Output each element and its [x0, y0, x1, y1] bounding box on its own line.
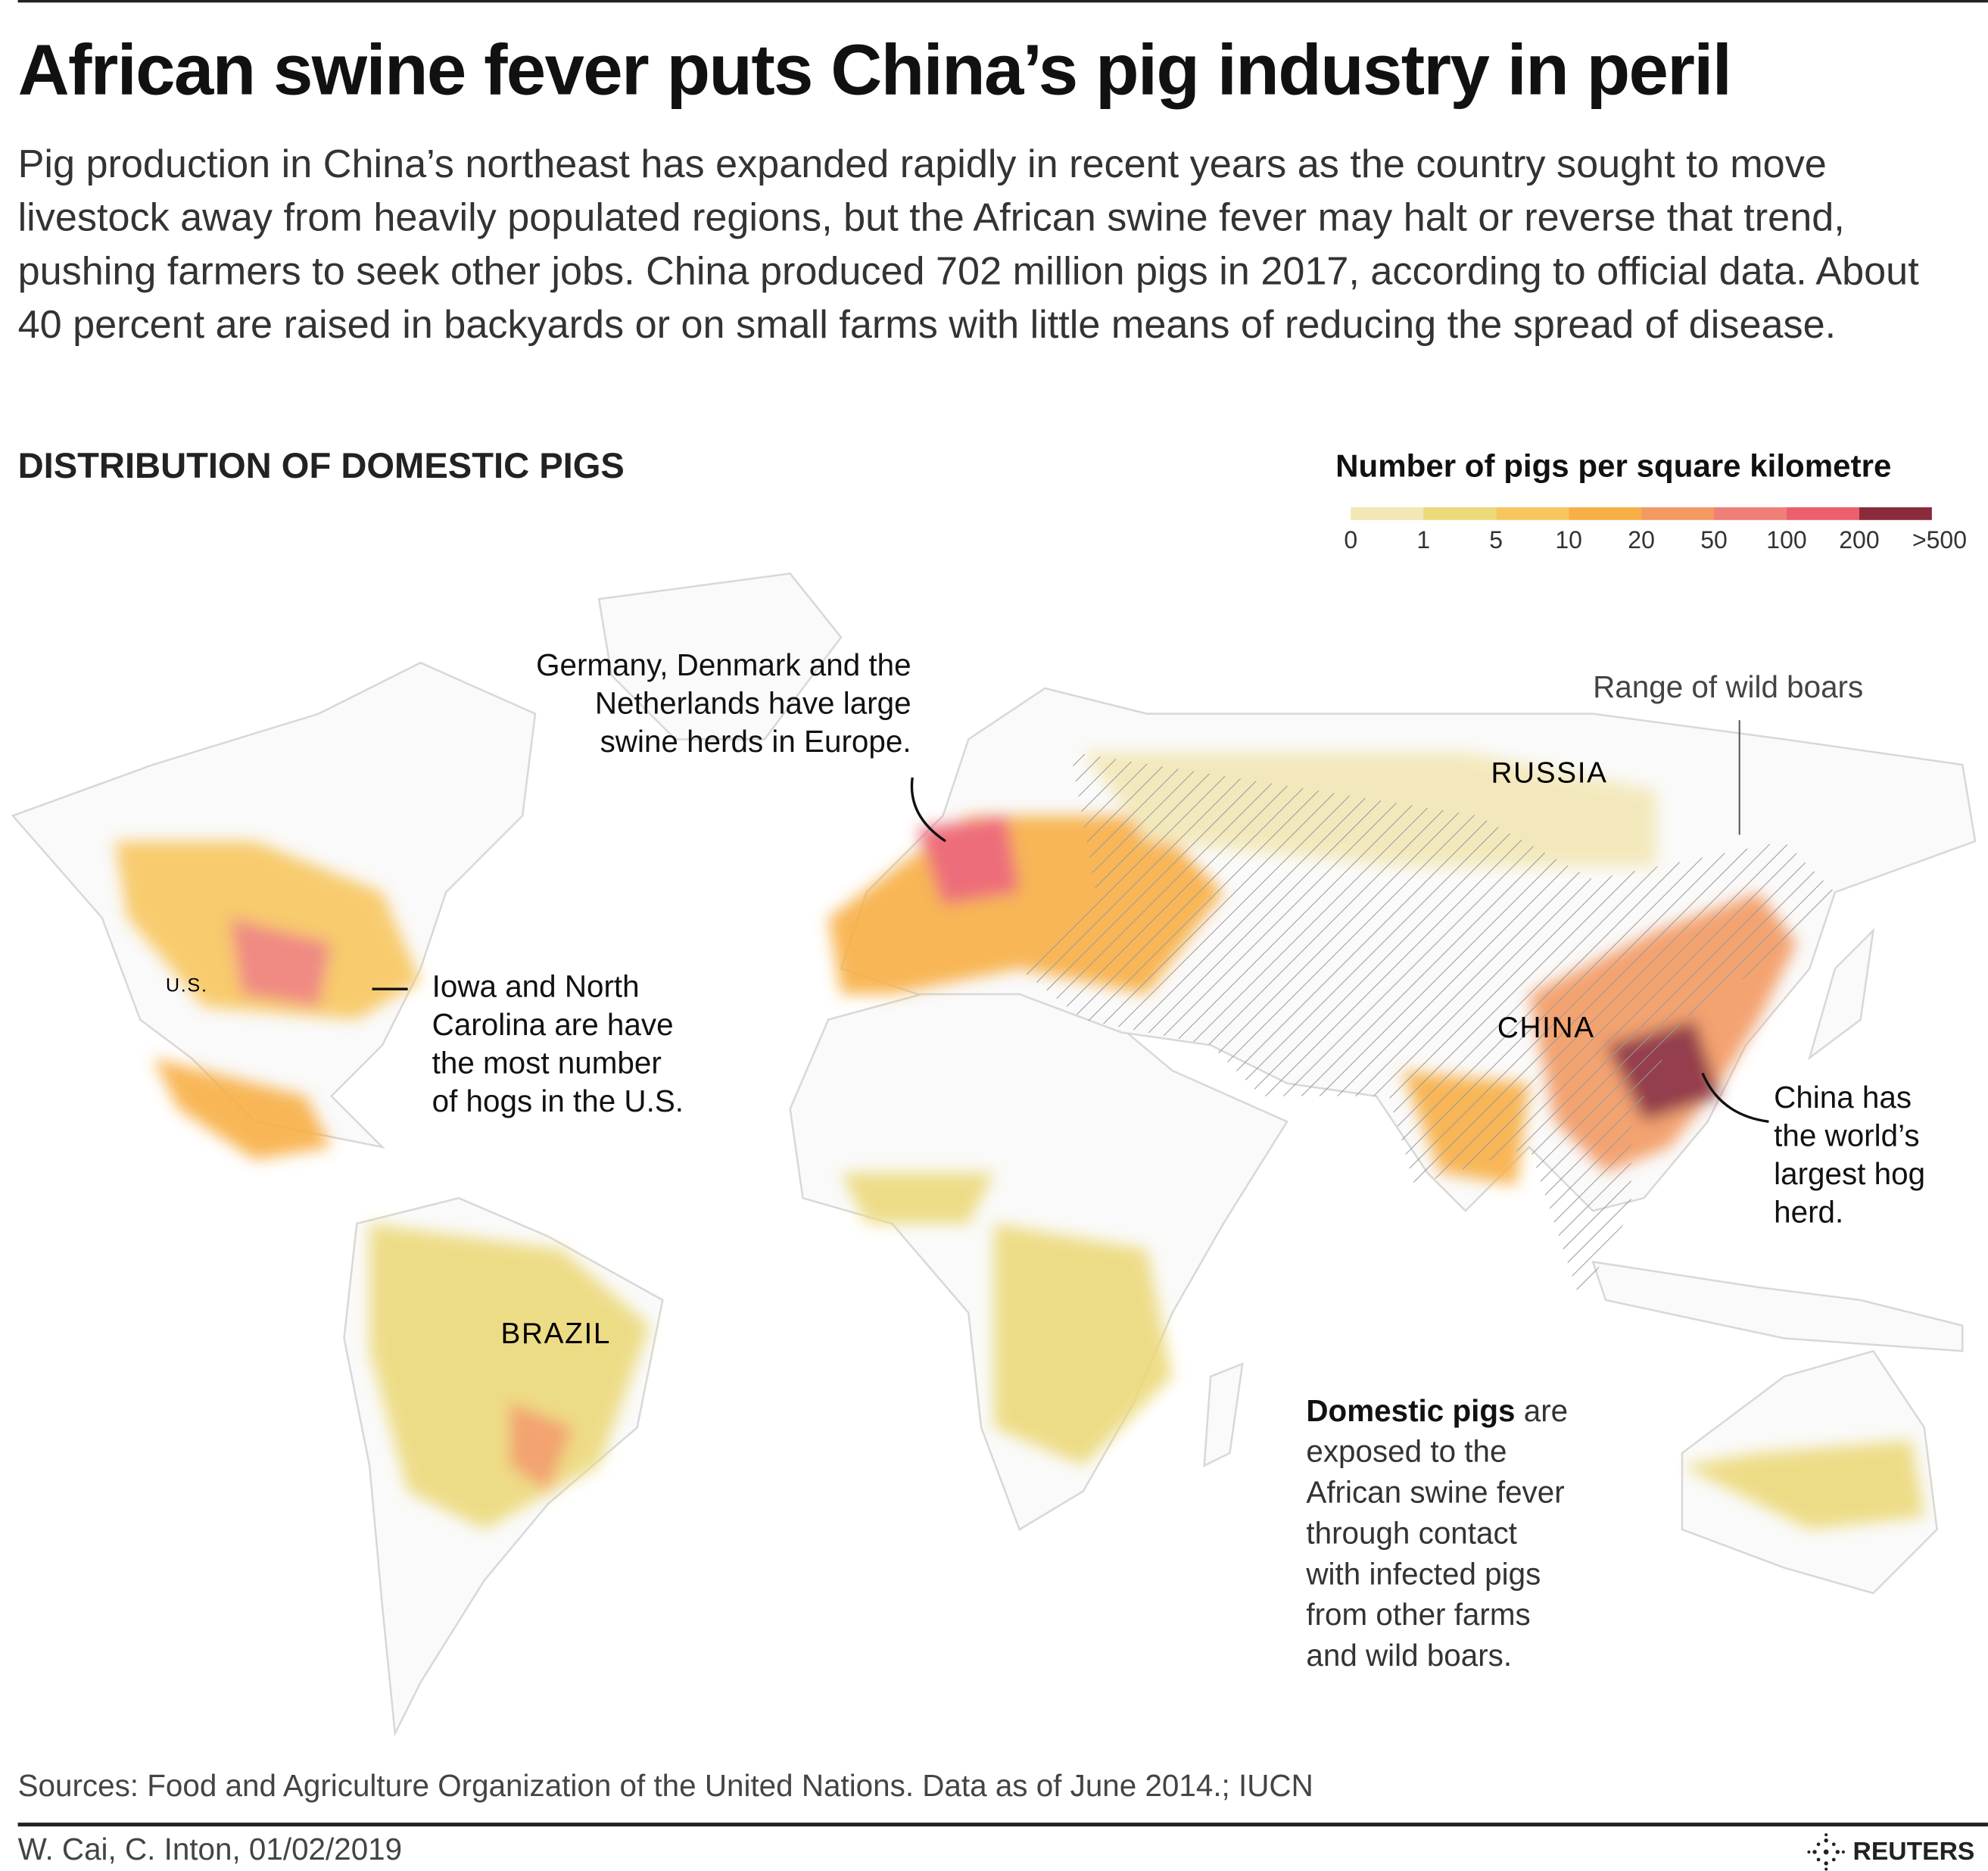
label-china: CHINA	[1497, 1012, 1595, 1044]
legend-swatch	[1496, 507, 1569, 520]
legend-swatch	[1786, 507, 1859, 520]
legend-ticks: 0 1 5 10 20 50 100 200 >500	[1326, 528, 1988, 566]
description: Pig production in China’s northeast has …	[17, 141, 1919, 347]
legend-swatch	[1714, 507, 1787, 520]
legend-tick: >500	[1912, 527, 1968, 555]
land-outlines	[11, 572, 1977, 1737]
world-map: U.S. RUSSIA CHINA BRAZIL	[11, 572, 1977, 1737]
legend-swatch	[1351, 507, 1424, 520]
reuters-dots-icon	[1807, 1833, 1845, 1871]
madagascar	[1203, 1362, 1244, 1467]
legend-tick: 0	[1344, 527, 1358, 555]
legend-color-bar	[1351, 507, 1932, 520]
wild-boar-range	[1019, 752, 1835, 1300]
credit: W. Cai, C. Inton, 01/02/2019	[17, 1832, 403, 1868]
legend-swatch	[1859, 507, 1932, 520]
label-russia: RUSSIA	[1491, 757, 1607, 790]
annotation-europe: Germany, Denmark and the Netherlands have…	[536, 648, 911, 760]
legend-swatch	[1423, 507, 1497, 520]
legend-tick: 10	[1555, 527, 1582, 555]
legend-tick: 100	[1766, 527, 1807, 555]
europe-arrow	[910, 777, 946, 843]
page-title: African swine fever puts China’s pig ind…	[17, 29, 1732, 110]
annotation-arrows	[372, 720, 1769, 1123]
legend-swatch	[1641, 507, 1715, 520]
reuters-logo: REUTERS	[1807, 1833, 1974, 1871]
sources: Sources: Food and Agriculture Organizati…	[17, 1769, 1313, 1804]
legend-tick: 50	[1700, 527, 1728, 555]
legend-tick: 1	[1416, 527, 1431, 555]
legend-tick: 20	[1628, 527, 1655, 555]
china-arrow	[1701, 1072, 1769, 1123]
legend-swatch	[1569, 507, 1642, 520]
label-brazil: BRAZIL	[501, 1317, 612, 1350]
legend-title: Number of pigs per square kilometre	[1335, 448, 1892, 485]
annotation-china: China has the world’s largest hog herd.	[1774, 1081, 1926, 1230]
legend-tick: 200	[1839, 527, 1880, 555]
greenland	[597, 572, 843, 741]
label-us: U.S.	[166, 975, 208, 996]
annotation-us: Iowa and North Carolina are have the most …	[432, 969, 684, 1119]
indonesia	[1591, 1260, 1964, 1352]
bottom-rule	[17, 1823, 1988, 1827]
annotation-wild-boars: Range of wild boars	[1593, 670, 1864, 705]
legend-tick: 5	[1489, 527, 1503, 555]
top-rule	[17, 0, 1988, 3]
annotation-domestic-pigs: Domestic pigs are exposed to the African …	[1306, 1394, 1569, 1674]
japan	[1808, 928, 1875, 1061]
map-subtitle: DISTRIBUTION OF DOMESTIC PIGS	[17, 446, 625, 486]
